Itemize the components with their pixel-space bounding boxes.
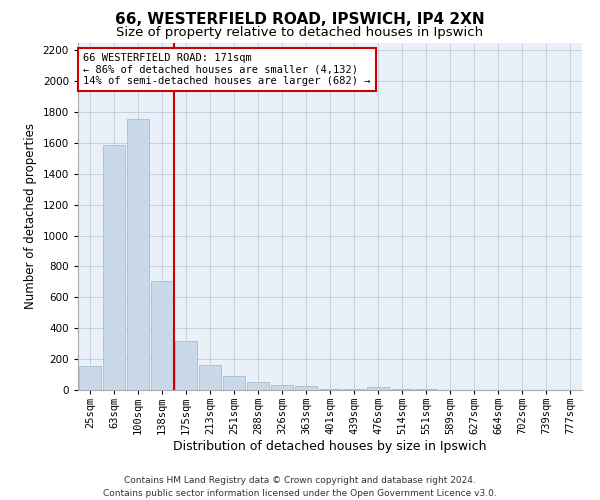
Bar	[319, 389, 341, 390]
Bar	[367, 387, 389, 390]
Bar	[247, 382, 269, 390]
Bar	[79, 366, 101, 390]
Bar	[127, 119, 149, 390]
Bar	[223, 376, 245, 390]
Bar	[343, 389, 365, 390]
Bar	[151, 281, 173, 390]
Text: Contains HM Land Registry data © Crown copyright and database right 2024.
Contai: Contains HM Land Registry data © Crown c…	[103, 476, 497, 498]
Y-axis label: Number of detached properties: Number of detached properties	[24, 123, 37, 309]
Bar	[103, 145, 125, 390]
Bar	[391, 389, 413, 390]
X-axis label: Distribution of detached houses by size in Ipswich: Distribution of detached houses by size …	[173, 440, 487, 453]
Text: Size of property relative to detached houses in Ipswich: Size of property relative to detached ho…	[116, 26, 484, 39]
Bar	[199, 366, 221, 390]
Bar	[271, 384, 293, 390]
Text: 66, WESTERFIELD ROAD, IPSWICH, IP4 2XN: 66, WESTERFIELD ROAD, IPSWICH, IP4 2XN	[115, 12, 485, 28]
Bar	[295, 386, 317, 390]
Text: 66 WESTERFIELD ROAD: 171sqm
← 86% of detached houses are smaller (4,132)
14% of : 66 WESTERFIELD ROAD: 171sqm ← 86% of det…	[83, 53, 371, 86]
Bar	[175, 342, 197, 390]
Bar	[415, 389, 437, 390]
